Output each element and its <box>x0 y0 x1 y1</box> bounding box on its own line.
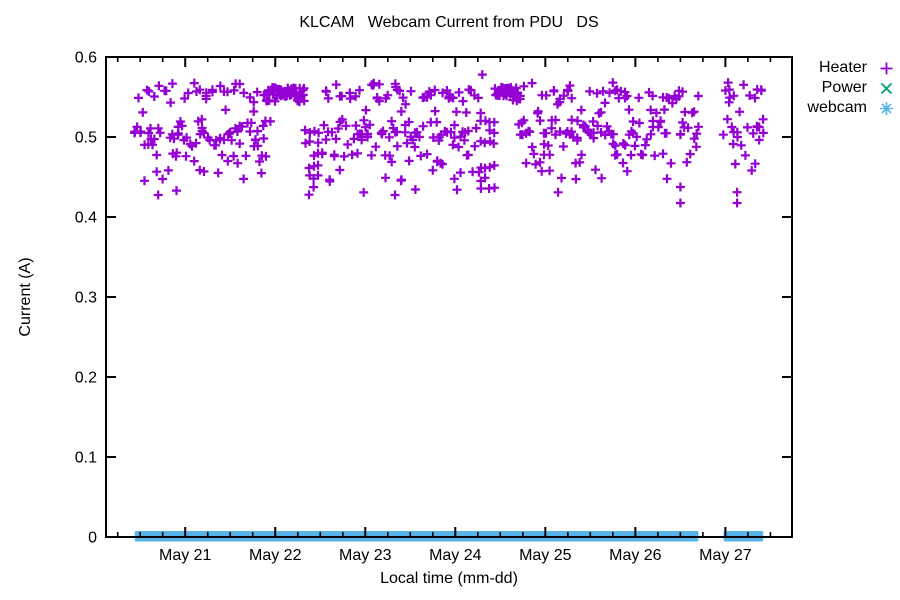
legend-item-power: Power <box>807 78 894 98</box>
legend-label-webcam: webcam <box>807 99 867 116</box>
legend-label-heater: Heater <box>818 59 867 76</box>
y-tick-label: 0.6 <box>75 50 97 67</box>
y-tick-label: 0.4 <box>75 210 97 227</box>
heater-points <box>130 70 768 208</box>
legend: Heater Power webcam <box>807 58 894 118</box>
y-tick-label: 0.3 <box>75 290 97 307</box>
minor-ticks <box>116 57 772 537</box>
plus-marker-icon <box>880 62 893 74</box>
legend-label-power: Power <box>821 79 867 96</box>
x-tick-label: May 21 <box>159 547 212 564</box>
x-tick-label: May 26 <box>609 547 662 564</box>
y-tick-label: 0.1 <box>75 450 97 467</box>
y-tick-label: 0.2 <box>75 370 97 387</box>
major-ticks <box>106 56 792 538</box>
asterisk-marker-icon <box>880 101 893 115</box>
y-tick-label: 0 <box>88 530 97 547</box>
legend-item-heater: Heater <box>807 58 894 78</box>
x-tick-label: May 25 <box>519 547 572 564</box>
x-tick-label: May 24 <box>429 547 482 564</box>
x-axis-label: Local time (mm-dd) <box>380 570 518 587</box>
y-tick-label: 0.5 <box>75 130 97 147</box>
x-tick-label: May 23 <box>339 547 392 564</box>
chart-title: KLCAM Webcam Current from PDU DS <box>299 14 599 31</box>
x-tick-label: May 27 <box>699 547 752 564</box>
cross-marker-icon <box>880 82 893 94</box>
x-tick-label: May 22 <box>249 547 302 564</box>
legend-item-webcam: webcam <box>807 98 894 118</box>
